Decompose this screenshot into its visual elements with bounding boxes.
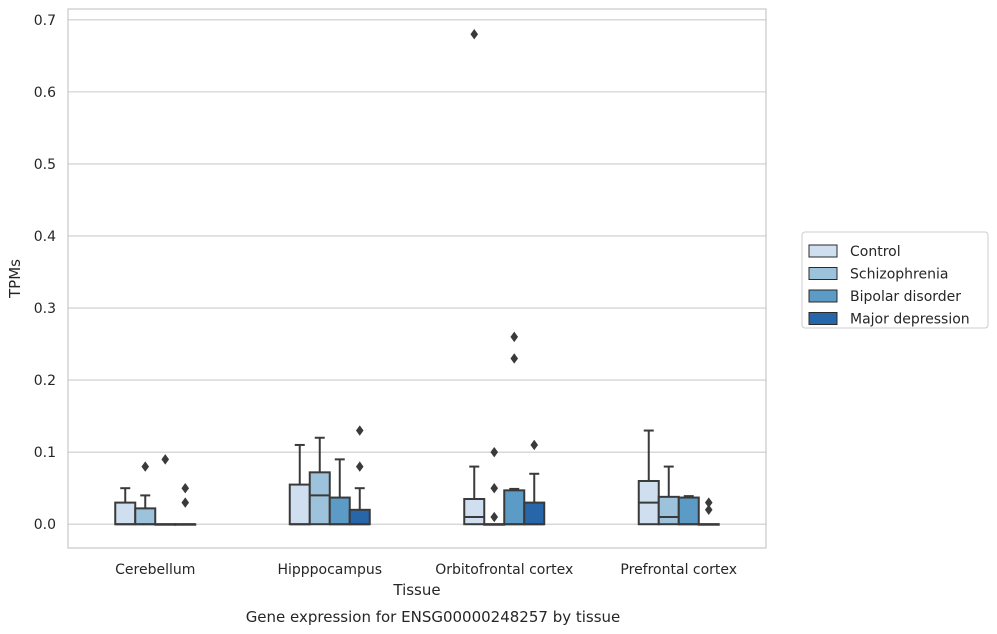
legend-label: Schizophrenia — [850, 267, 948, 283]
box — [328, 496, 351, 526]
legend-frame — [801, 231, 989, 329]
y-tick-label: 0.6 — [34, 85, 56, 101]
chart-caption: Gene expression for ENSG00000248257 by t… — [246, 608, 621, 626]
outlier-point — [704, 504, 713, 516]
box — [114, 501, 137, 526]
box — [134, 507, 157, 526]
y-tick-label: 0.7 — [34, 13, 56, 29]
box — [503, 489, 526, 526]
legend-label: Control — [850, 244, 901, 260]
outlier-point — [530, 439, 539, 451]
box-groups — [114, 29, 720, 526]
y-tick-label: 0.3 — [34, 301, 56, 317]
box-group — [637, 429, 720, 526]
y-tick-label: 0.4 — [34, 229, 56, 245]
box — [677, 496, 700, 526]
legend-swatch — [808, 312, 838, 325]
outlier-point — [355, 461, 364, 472]
outlier-point — [181, 497, 190, 508]
legend-label: Bipolar disorder — [850, 289, 961, 305]
x-tick-label: Hipppocampus — [277, 562, 382, 578]
plot-frame — [67, 8, 767, 549]
box-group — [114, 454, 197, 526]
outlier-point — [490, 446, 499, 458]
x-axis-label: Tissue — [392, 581, 440, 599]
x-axis-ticks: Cerebellum Hipppocampus Orbitofrontal cort… — [115, 562, 737, 578]
x-tick-label: Cerebellum — [115, 562, 195, 578]
legend-swatch — [808, 267, 838, 280]
box — [308, 471, 331, 526]
y-tick-label: 0.1 — [34, 445, 56, 461]
box-group — [288, 425, 371, 526]
outlier-point — [490, 482, 499, 494]
box — [348, 508, 371, 526]
y-axis-ticks: 0.0 0.1 0.2 0.3 0.4 0.5 0.6 0.7 — [34, 13, 56, 533]
outlier-point — [141, 461, 150, 472]
legend-label: Major depression — [850, 312, 970, 328]
y-tick-label: 0.2 — [34, 373, 56, 389]
y-axis-label: TPMs — [6, 259, 24, 299]
box — [463, 498, 486, 526]
x-tick-label: Prefrontal cortex — [620, 562, 737, 578]
box — [288, 483, 311, 526]
outlier-point — [355, 425, 364, 436]
box — [657, 495, 680, 526]
box — [523, 501, 546, 526]
outlier-point — [704, 497, 713, 508]
gridlines — [68, 19, 766, 525]
outlier-point — [470, 29, 479, 40]
outlier-point — [510, 331, 519, 343]
outlier-point — [181, 482, 190, 494]
x-tick-label: Orbitofrontal cortex — [435, 562, 573, 578]
y-tick-label: 0.5 — [34, 157, 56, 173]
outlier-point — [490, 511, 499, 523]
box-group — [463, 29, 546, 526]
outlier-point — [161, 454, 170, 465]
legend-swatch — [808, 244, 838, 258]
legend: Control Schizophrenia Bipolar disorder Majo… — [801, 231, 989, 329]
y-tick-label: 0.0 — [34, 517, 56, 533]
legend-swatch — [808, 289, 838, 303]
outlier-point — [510, 353, 519, 364]
